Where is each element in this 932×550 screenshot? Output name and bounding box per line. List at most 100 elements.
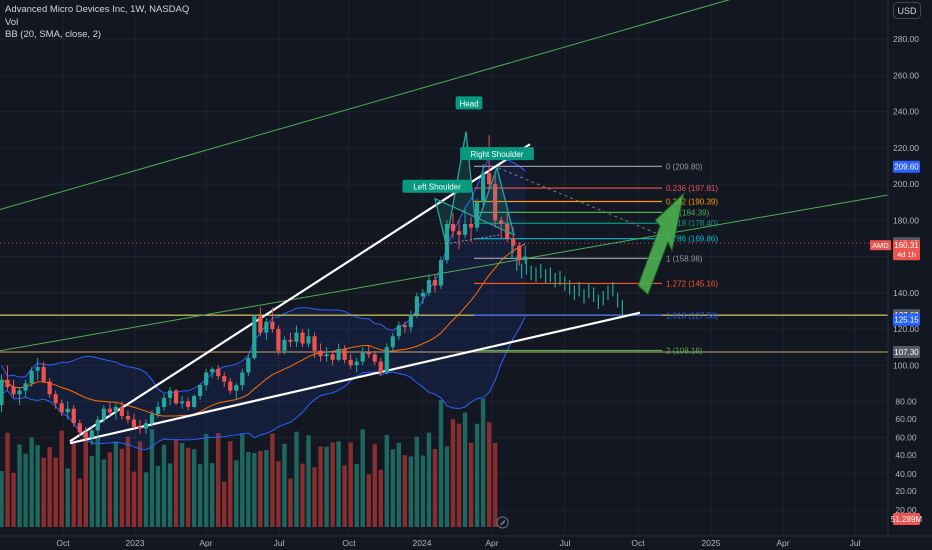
candle-body: [354, 361, 359, 366]
volume-bar: [252, 452, 257, 527]
volume-bar: [107, 452, 113, 527]
volume-bar: [324, 446, 329, 527]
candle-body: [438, 260, 444, 286]
volume-bar: [258, 450, 263, 527]
bb-fill: [1, 155, 526, 450]
x-tick-label: 2024: [413, 538, 432, 548]
candle-body: [264, 321, 269, 333]
volume-bar: [438, 399, 444, 527]
volume-bar: [234, 460, 239, 527]
projection-drawing[interactable]: [434, 131, 685, 296]
candle-body: [511, 238, 516, 246]
price-axis[interactable]: 20.00 40.00 60.00 80.00 100.00 120.00 140.00 16…: [870, 0, 922, 536]
y-tick-label: 280.00: [893, 34, 919, 44]
neckline: [445, 234, 501, 245]
volume-bar: [113, 441, 119, 527]
candle-body: [270, 321, 275, 330]
y-tick-label: 80.00: [895, 396, 917, 406]
price-tag-text: 209.60: [894, 163, 919, 172]
volume-bar: [492, 443, 498, 527]
volume-bar: [161, 444, 167, 527]
volume-bar: [53, 457, 58, 527]
currency-button[interactable]: USD: [893, 2, 921, 19]
candle-body: [216, 368, 221, 377]
volume-bar: [270, 433, 275, 527]
y-tick-label: 100.00: [893, 360, 919, 370]
current-price-text: 160.31: [894, 241, 919, 250]
volume-bar: [11, 472, 16, 527]
volume-bar: [179, 442, 185, 527]
wedge-lower-trendline: [69, 311, 641, 445]
volume-bar: [125, 436, 131, 527]
candle-body: [228, 381, 233, 391]
y-tick-label: 200.00: [893, 179, 919, 189]
time-axis[interactable]: Oct 2023 Apr Jul Oct 2024 Apr Jul Oct 2025 Apr Jul: [0, 535, 932, 548]
candle-body: [53, 394, 58, 404]
price-tag-text: 107.30: [894, 348, 919, 357]
fib-label: 0 (209.80): [666, 162, 703, 171]
volume-indicator-label[interactable]: Vol: [5, 17, 19, 28]
x-tick-label: Oct: [342, 538, 356, 548]
candle-body: [35, 367, 40, 371]
fib-label: 0.618 (178.40): [666, 219, 718, 228]
candle-body: [499, 220, 504, 224]
x-tick-label: Oct: [631, 538, 645, 548]
volume-bar: [137, 441, 143, 527]
candle-body: [462, 223, 468, 235]
candle-body: [155, 406, 161, 415]
candle-body: [149, 414, 155, 424]
candle-body: [107, 408, 112, 413]
chart-title: Advanced Micro Devices Inc, 1W, NASDAQ: [5, 4, 190, 15]
candle-body: [246, 358, 251, 373]
volume-bar: [264, 450, 269, 527]
volume-bar: [354, 463, 359, 527]
volume-bar: [384, 434, 389, 527]
volume-bar: [318, 446, 323, 527]
volume-bar: [468, 442, 474, 527]
volume-bar: [486, 422, 492, 527]
y-tick-label: 140.00: [893, 288, 919, 298]
price-tag: [893, 346, 920, 359]
annotation-bg: [402, 179, 472, 193]
volume-bar: [191, 449, 197, 527]
settings-icon[interactable]: [496, 516, 509, 529]
candle-body: [474, 202, 480, 228]
volume-bar: [41, 457, 46, 527]
candle-body: [258, 316, 263, 333]
volume-bar: [47, 447, 52, 527]
candle-body: [222, 376, 227, 382]
fib-label: 1 (158.98): [666, 254, 703, 263]
bollinger-indicator-label[interactable]: BB (20, SMA, close, 2): [5, 29, 102, 40]
x-tick-label: Oct: [56, 538, 70, 548]
trend-lines[interactable]: [0, 0, 889, 445]
volume-tick-label: 40.00: [895, 450, 917, 460]
volume-bar: [210, 463, 215, 527]
x-tick-label: 2025: [702, 538, 721, 548]
volume-bar: [83, 433, 88, 527]
candle-body: [119, 406, 124, 416]
candle-body: [65, 408, 70, 413]
candle-body: [420, 292, 425, 297]
volume-bar: [203, 433, 209, 527]
candle-body: [252, 316, 257, 359]
candle-body: [59, 403, 64, 413]
wedge-upper-trendline: [69, 143, 531, 443]
countdown-text: 4d 1h: [897, 250, 916, 259]
volume-bar: [300, 463, 305, 527]
volume-bar: [65, 468, 70, 527]
candle-body: [186, 401, 191, 407]
candle-body: [384, 347, 389, 373]
candle-body: [402, 325, 407, 328]
volume-bars: [0, 398, 498, 527]
volume-bar: [246, 452, 251, 527]
bb-basis: [1, 243, 526, 417]
candle-body: [41, 367, 46, 382]
volume-bar: [143, 472, 149, 527]
volume-tick-label: 60.00: [895, 414, 917, 424]
candle-body: [47, 381, 52, 395]
y-tick-label: 20.00: [895, 505, 917, 515]
volume-bar: [5, 432, 10, 527]
candle-body: [204, 372, 209, 386]
volume-bar: [71, 441, 76, 527]
